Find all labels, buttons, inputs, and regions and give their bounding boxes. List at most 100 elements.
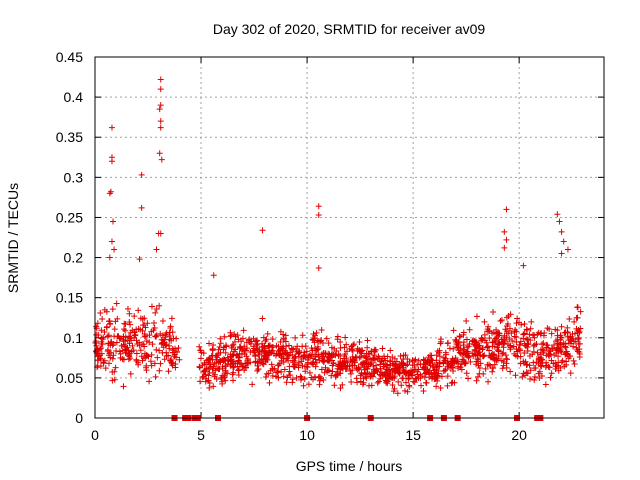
- data-point: [176, 356, 183, 363]
- data-point: [109, 377, 116, 384]
- data-point: [507, 325, 514, 332]
- data-point: [159, 317, 166, 324]
- data-point: [157, 124, 164, 131]
- data-point: [481, 318, 488, 325]
- data-point: [414, 371, 421, 378]
- data-point: [269, 372, 276, 379]
- data-point: [211, 373, 218, 380]
- data-point: [318, 351, 325, 358]
- data-point: [127, 335, 134, 342]
- data-point: [244, 355, 251, 362]
- data-point: [167, 323, 174, 330]
- data-point: [156, 302, 163, 309]
- data-point: [250, 335, 257, 342]
- data-point: [391, 385, 398, 392]
- data-point: [497, 317, 504, 324]
- data-point: [331, 382, 338, 389]
- data-point: [507, 346, 514, 353]
- data-point: [157, 230, 164, 237]
- data-point: [93, 347, 100, 354]
- data-point: [520, 262, 527, 269]
- data-point: [490, 355, 497, 362]
- data-point: [111, 246, 118, 253]
- data-point: [537, 351, 544, 358]
- data-point: [152, 309, 159, 316]
- data-point: [499, 350, 506, 357]
- data-point: [301, 352, 308, 359]
- data-point: [355, 365, 362, 372]
- data-point: [205, 356, 212, 363]
- data-point: [501, 244, 508, 251]
- data-point: [210, 363, 217, 370]
- data-point: [325, 353, 332, 360]
- data-point: [97, 355, 104, 362]
- data-point: [310, 355, 316, 362]
- data-point: [216, 343, 223, 350]
- data-point: [210, 383, 217, 390]
- data-point: [397, 353, 404, 360]
- data-point: [310, 376, 317, 383]
- data-point: [314, 337, 321, 344]
- data-point: [253, 342, 260, 349]
- data-point: [316, 377, 323, 384]
- data-point: [384, 353, 391, 360]
- data-point: [561, 329, 568, 336]
- data-point: [438, 373, 445, 380]
- data-point: [224, 354, 231, 361]
- data-point: [151, 360, 158, 367]
- data-point: [259, 344, 266, 351]
- data-point: [259, 360, 266, 367]
- data-point: [484, 343, 491, 350]
- data-point: [315, 351, 322, 358]
- data-point: [242, 360, 249, 367]
- data-point: [566, 316, 573, 323]
- data-point: [200, 350, 207, 357]
- data-point: [346, 345, 353, 352]
- data-point: [135, 307, 142, 314]
- data-point: [145, 353, 152, 360]
- data-point: [265, 347, 272, 354]
- data-point: [138, 171, 145, 178]
- data-point: [165, 368, 172, 375]
- data-point: [141, 333, 148, 340]
- data-point: [517, 338, 524, 345]
- data-point: [291, 355, 298, 362]
- tick-labels: 0 5 10 15 20 0 0.05 0.1 0.15 0.2 0.25 0.3 0.35 0.4 0.4…: [56, 49, 527, 443]
- data-point: [543, 352, 550, 359]
- data-point: [144, 320, 151, 327]
- data-point: [392, 368, 399, 375]
- data-point: [156, 367, 163, 374]
- data-point: [206, 380, 213, 387]
- data-point: [367, 361, 374, 368]
- y-tick-label: 0.45: [56, 49, 83, 65]
- data-point: [162, 334, 169, 341]
- data-point: [285, 352, 292, 359]
- data-point: [348, 358, 355, 365]
- data-point: [254, 367, 261, 374]
- data-point: [544, 325, 551, 332]
- data-point: [349, 362, 356, 369]
- data-point: [224, 370, 231, 377]
- data-point: [231, 338, 238, 345]
- data-point: [491, 361, 498, 368]
- data-point: [197, 378, 204, 385]
- y-tick-label: 0.35: [56, 129, 83, 145]
- data-point: [512, 372, 519, 379]
- data-point: [135, 325, 142, 332]
- data-point: [197, 347, 204, 354]
- data-point: [141, 350, 148, 357]
- data-point: [475, 349, 482, 356]
- data-point: [562, 344, 569, 351]
- data-point: [463, 336, 470, 343]
- data-point: [570, 343, 577, 350]
- data-point: [109, 306, 116, 313]
- data-point: [157, 330, 164, 337]
- data-point: [445, 339, 452, 346]
- data-point: [307, 351, 314, 358]
- data-point: [427, 362, 434, 369]
- data-point: [466, 326, 473, 333]
- data-point: [463, 317, 470, 324]
- data-point: [332, 352, 339, 359]
- data-point: [286, 363, 293, 370]
- data-point: [146, 378, 153, 385]
